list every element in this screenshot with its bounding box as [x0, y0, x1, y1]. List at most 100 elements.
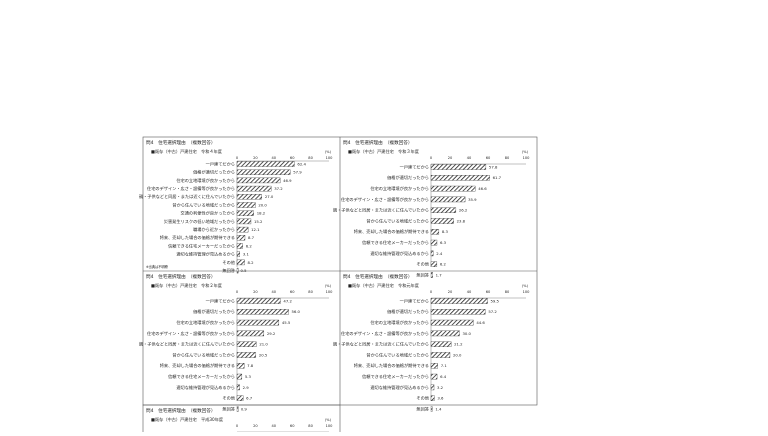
data-label: 3.2 — [437, 385, 444, 390]
category-label: 将来、売却した場合の価格が期待できる — [354, 228, 429, 235]
data-label: 5.3 — [245, 374, 252, 379]
data-label: 3.1 — [243, 252, 250, 257]
data-bar — [236, 363, 245, 369]
category-label: 一戸建てだから — [400, 163, 429, 170]
data-label: 8.2 — [248, 260, 255, 265]
category-label: 価格が適切だったから — [387, 308, 429, 315]
category-label: 無回答 — [416, 271, 429, 278]
data-label: 8.3 — [442, 229, 449, 234]
x-tick-label: 0 — [430, 290, 433, 294]
chart-panel-4: 問4 住宅選択理由 （複数回答） ■既存（中古）戸建住宅 令和元年度 (%) 0 20 4… — [333, 273, 530, 412]
data-bar — [430, 261, 438, 267]
x-tick-label: 60 — [486, 156, 491, 160]
data-bar — [430, 239, 438, 246]
category-label: 住宅の立地環境が良かったから — [176, 319, 235, 326]
data-bar — [430, 185, 476, 192]
axis-unit-label: (%) — [522, 150, 529, 154]
x-tick-label: 80 — [308, 424, 313, 428]
data-bar — [430, 330, 460, 337]
data-label: 6.2 — [246, 243, 253, 248]
data-bar — [236, 218, 252, 225]
data-label: 3.6 — [437, 396, 444, 401]
data-label: 8.7 — [248, 235, 255, 240]
data-bar — [236, 309, 289, 315]
x-tick-label: 60 — [290, 290, 295, 294]
data-bar — [236, 341, 257, 347]
axis-unit-label: (%) — [522, 284, 529, 288]
x-tick-label: 40 — [467, 156, 472, 160]
category-label: 無回答 — [416, 405, 429, 412]
data-bar — [236, 259, 245, 266]
category-label: 一戸建てだから — [206, 160, 235, 167]
category-label: 住宅のデザイン・広さ・設備等が良かったから — [147, 330, 235, 337]
data-label: 46.9 — [283, 178, 292, 183]
data-label: 26.2 — [459, 208, 468, 213]
x-tick-label: 100 — [326, 290, 334, 294]
data-label: 57.9 — [293, 170, 302, 175]
data-bar — [430, 363, 438, 369]
data-bar — [236, 330, 265, 337]
category-label: 信頼できる住宅メーカーだったから — [362, 239, 429, 246]
data-bar — [430, 319, 474, 326]
data-bar — [430, 298, 488, 304]
x-tick-label: 0 — [236, 290, 239, 294]
x-tick-label: 80 — [505, 290, 510, 294]
x-tick-label: 40 — [272, 424, 277, 428]
data-label: 15.2 — [254, 219, 263, 224]
data-label: 27.0 — [265, 194, 274, 199]
data-bar — [236, 384, 240, 391]
category-label: 信頼できる住宅メーカーだったから — [362, 373, 429, 380]
category-label: 親・子供などと同居・または近くに住んでいたから — [333, 341, 429, 348]
data-label: 57.2 — [488, 309, 497, 314]
data-label: 1.7 — [436, 272, 443, 277]
chart-panel-2: 問4 住宅選択理由 （複数回答） ■既存（中古）戸建住宅 令和３年度 (%) 0 20 4… — [333, 139, 530, 278]
category-label: 無回答 — [222, 267, 235, 274]
data-label: 2.9 — [243, 385, 250, 390]
data-bar — [430, 164, 487, 170]
category-label: 適切な維持管理が見込めるから — [176, 251, 235, 258]
data-bar — [236, 251, 241, 257]
x-tick-label: 100 — [523, 290, 531, 294]
data-label: 1.4 — [435, 406, 442, 411]
data-bar — [236, 373, 243, 380]
category-label: 住宅のデザイン・広さ・設備等が良かったから — [341, 196, 429, 203]
category-label: 交通の利便性が良かったから — [181, 210, 235, 217]
panel-subtitle: ■既存（中古）戸建住宅 令和元年度 — [348, 282, 420, 289]
data-label: 0.9 — [241, 406, 248, 411]
x-tick-label: 20 — [448, 156, 453, 160]
category-label: 災害発生リスクの低い地域だったから — [164, 218, 235, 225]
data-bar — [236, 169, 291, 175]
data-bar — [236, 226, 249, 233]
data-label: 6.7 — [246, 396, 253, 401]
x-tick-label: 80 — [308, 156, 313, 160]
category-label: 親・子供などと同居・または近くに住んでいたから — [139, 341, 235, 348]
data-bar — [236, 298, 281, 304]
category-label: その他 — [222, 395, 235, 402]
category-label: 将来、売却した場合の価格が期待できる — [354, 362, 429, 369]
axis-unit-label: (%) — [325, 418, 332, 422]
data-bar — [430, 175, 490, 181]
panel-subtitle: ■既存（中古）戸建住宅 令和３年度 — [348, 148, 420, 155]
data-bar — [236, 194, 262, 200]
data-label: 45.5 — [282, 320, 291, 325]
category-label: 一戸建てだから — [400, 297, 429, 304]
x-tick-label: 20 — [253, 424, 258, 428]
data-label: 47.2 — [283, 298, 292, 303]
panel-title: 問4 住宅選択理由 （複数回答） — [146, 139, 216, 146]
category-label: 価格が適切だったから — [193, 169, 235, 176]
data-bar — [236, 243, 243, 249]
data-label: 18.2 — [257, 211, 266, 216]
data-bar — [236, 161, 295, 167]
data-bar — [430, 341, 452, 347]
data-label: 6.4 — [440, 374, 447, 379]
data-label: 57.8 — [489, 164, 498, 169]
panel-subtitle: ■既存（中古）戸建住宅 令和４年度 — [151, 148, 223, 155]
panel-footnote: ※出典は不明瞭 — [146, 264, 169, 269]
category-label: 将来、売却した場合の価格が期待できる — [160, 234, 235, 241]
x-tick-label: 40 — [272, 290, 277, 294]
category-label: 昔から住んでいる地域だったから — [172, 351, 235, 358]
data-bar — [236, 395, 244, 401]
x-tick-label: 80 — [505, 156, 510, 160]
data-bar — [236, 210, 254, 216]
